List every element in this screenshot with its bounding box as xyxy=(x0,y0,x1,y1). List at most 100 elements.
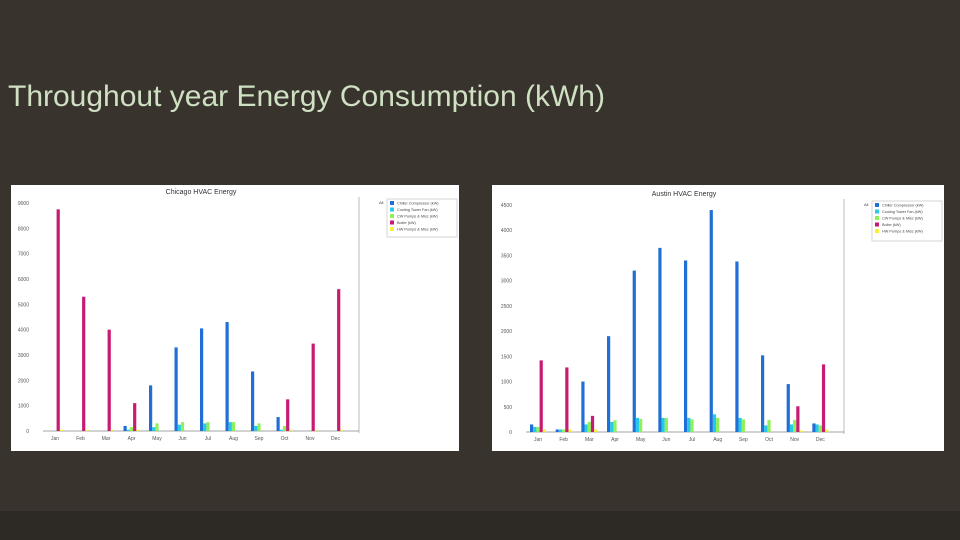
bar-chiller xyxy=(684,260,688,432)
x-tick-label: Dec xyxy=(331,436,340,442)
legend-swatch xyxy=(390,227,394,231)
legend-swatch xyxy=(390,214,394,218)
bar-cooling_tower_fan xyxy=(789,424,794,432)
bar-boiler xyxy=(311,343,315,431)
x-tick-label: Jan xyxy=(534,437,542,443)
y-tick-label: 4000 xyxy=(18,328,29,334)
bar-chiller xyxy=(123,425,127,431)
y-tick-label: 0 xyxy=(509,430,512,436)
legend-box xyxy=(871,200,943,242)
y-tick-label: 2000 xyxy=(501,329,512,335)
bar-hw_pumps xyxy=(314,429,318,431)
x-tick-label: Aug xyxy=(713,437,722,443)
bar-hw_pumps xyxy=(340,429,344,431)
bar-chiller xyxy=(761,355,765,432)
bar-cooling_tower_fan xyxy=(712,414,717,432)
bar-boiler xyxy=(107,329,111,431)
bar-hw_pumps xyxy=(542,429,546,432)
legend-label: Boiler (kW) xyxy=(882,223,902,227)
y-tick-label: 2500 xyxy=(501,304,512,310)
x-tick-label: Oct xyxy=(281,436,289,442)
bar-cw_pumps xyxy=(587,421,591,432)
bar-hw_pumps xyxy=(289,429,293,431)
slide-title: Throughout year Energy Consumption (kWh) xyxy=(8,80,605,113)
x-tick-label: Mar xyxy=(585,437,594,443)
bar-cw_pumps xyxy=(818,425,822,432)
bar-chiller xyxy=(812,423,816,432)
legend-swatch xyxy=(875,216,879,220)
bar-cooling_tower_fan xyxy=(177,424,181,431)
bar-hw_pumps xyxy=(59,429,63,431)
bar-cooling_tower_fan xyxy=(533,426,537,432)
legend-swatch xyxy=(390,220,394,225)
bar-cooling_tower_fan xyxy=(228,422,232,431)
bar-cw_pumps xyxy=(613,420,617,432)
legend-swatch xyxy=(875,229,879,233)
bar-hw_pumps xyxy=(85,429,89,431)
bar-hw_pumps xyxy=(136,429,140,431)
bar-hw_pumps xyxy=(568,429,572,432)
legend-box xyxy=(386,198,458,238)
bar-chiller xyxy=(276,417,280,431)
legend-swatch xyxy=(390,201,394,205)
y-tick-label: 500 xyxy=(504,405,513,411)
x-tick-label: Jun xyxy=(178,436,186,442)
bar-cooling_tower_fan xyxy=(687,417,691,432)
bar-cooling_tower_fan xyxy=(203,423,207,431)
legend-title: All xyxy=(379,200,384,205)
bar-cw_pumps xyxy=(562,429,566,432)
bar-cooling_tower_fan xyxy=(254,425,258,431)
footer-bar xyxy=(0,511,960,540)
bar-boiler xyxy=(590,415,595,432)
bar-cooling_tower_fan xyxy=(764,425,768,432)
bar-cw_pumps xyxy=(536,426,540,432)
bar-chiller xyxy=(658,247,662,432)
bar-chiller xyxy=(530,424,534,432)
legend-swatch xyxy=(875,209,879,214)
bar-cw_pumps xyxy=(639,418,643,432)
bar-hw_pumps xyxy=(594,429,598,432)
y-tick-label: 9000 xyxy=(18,201,29,207)
bar-cw_pumps xyxy=(231,422,236,431)
bar-cooling_tower_fan xyxy=(279,429,283,431)
bar-cooling_tower_fan xyxy=(738,417,742,432)
bar-cw_pumps xyxy=(767,419,771,432)
x-tick-label: Aug xyxy=(229,436,238,442)
x-tick-label: Sep xyxy=(739,437,748,443)
x-tick-label: Feb xyxy=(559,437,568,443)
y-tick-label: 3000 xyxy=(501,279,512,285)
bar-boiler xyxy=(133,403,137,431)
bar-cooling_tower_fan xyxy=(152,427,156,431)
chart-title: Chicago HVAC Energy xyxy=(166,189,237,196)
bar-boiler xyxy=(56,209,60,431)
x-tick-label: Nov xyxy=(306,436,315,442)
x-tick-label: Dec xyxy=(816,437,825,443)
bar-chiller xyxy=(251,371,255,431)
x-tick-label: Mar xyxy=(102,436,111,442)
bar-hw_pumps xyxy=(110,429,114,431)
bar-boiler xyxy=(337,289,341,431)
y-tick-label: 4000 xyxy=(501,228,512,234)
legend: All Chiller Compressor (kW) Cooling Tower … xyxy=(864,200,943,242)
legend-label: Boiler (kW) xyxy=(397,221,417,225)
legend-label: CW Pumps & Misc (kW) xyxy=(882,217,923,221)
bar-cooling_tower_fan xyxy=(610,421,614,432)
legend-swatch xyxy=(875,203,879,207)
y-tick-label: 4500 xyxy=(501,203,512,209)
legend-label: Cooling Tower Fan (kW) xyxy=(397,208,438,212)
bar-cooling_tower_fan xyxy=(815,424,819,432)
x-tick-label: May xyxy=(152,436,162,442)
bar-chiller xyxy=(786,384,790,432)
bar-cw_pumps xyxy=(690,419,694,432)
bar-chiller xyxy=(149,385,153,431)
bar-chiller xyxy=(200,328,204,431)
legend-label: Chiller Compressor (kW) xyxy=(397,202,439,206)
bar-cooling_tower_fan xyxy=(558,429,563,432)
bar-cw_pumps xyxy=(180,422,185,431)
legend-label: CW Pumps & Misc (kW) xyxy=(397,215,438,219)
austin-hvac-chart: Austin HVAC Energy 0 500 1000 1500 2000 2500 30… xyxy=(501,191,943,443)
bar-chiller xyxy=(225,322,229,431)
legend-title: All xyxy=(864,202,869,207)
legend-swatch xyxy=(390,207,394,212)
y-tick-label: 5000 xyxy=(18,302,29,308)
